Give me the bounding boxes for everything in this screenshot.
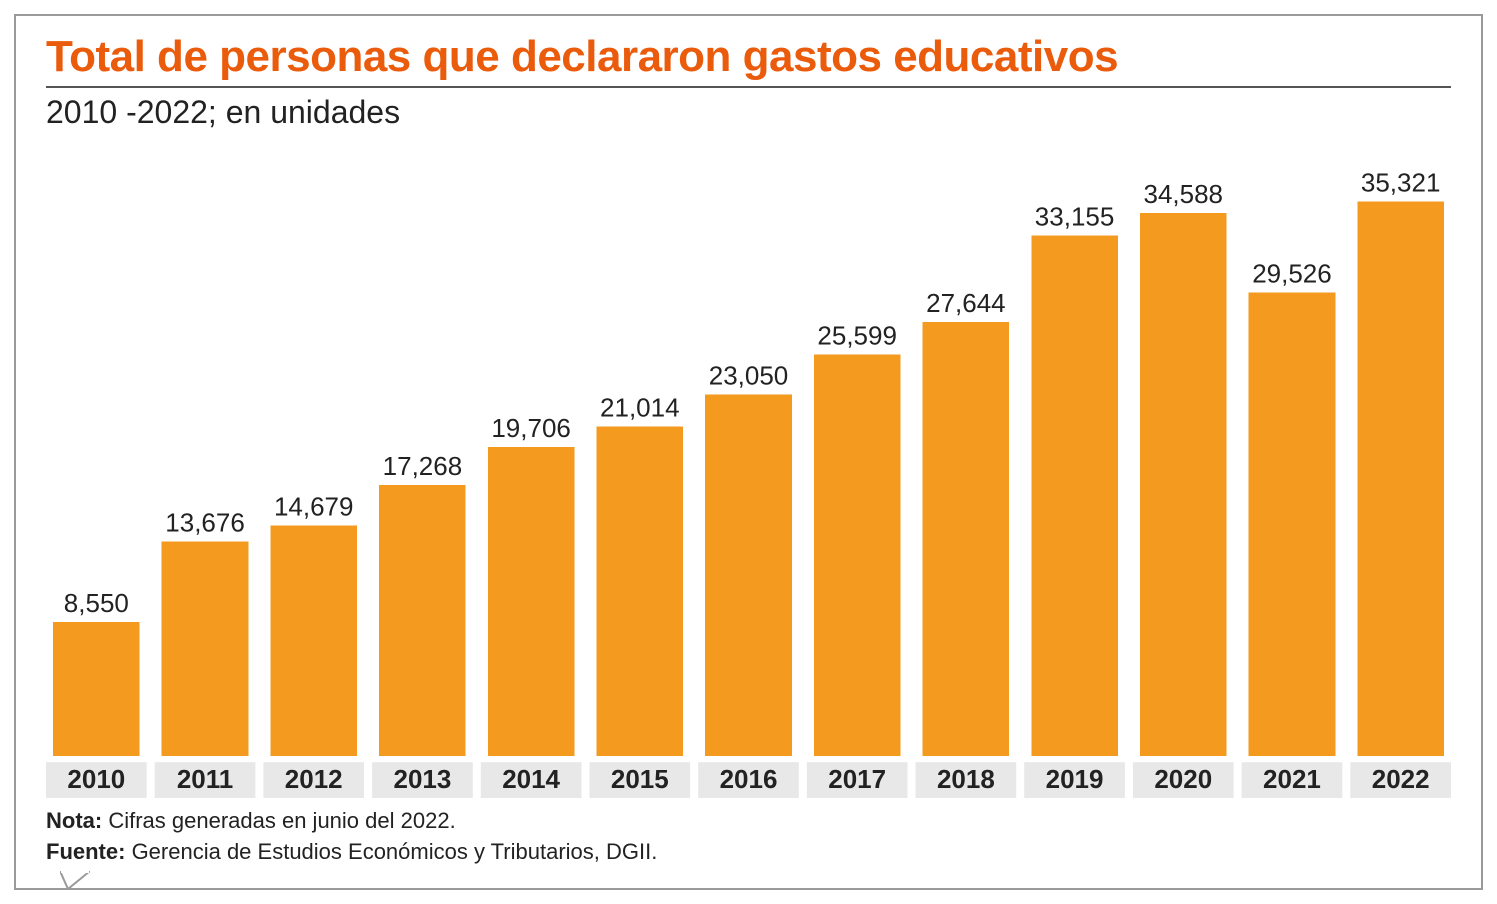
bar-value-label: 23,050	[709, 361, 789, 391]
speech-notch	[60, 871, 90, 889]
bar-value-label: 14,679	[274, 492, 354, 522]
bar	[1140, 213, 1227, 756]
bar-value-label: 29,526	[1252, 259, 1332, 289]
category-label: 2015	[611, 764, 669, 794]
bar-value-label: 27,644	[926, 288, 1006, 318]
chart-frame: Total de personas que declararon gastos …	[14, 14, 1483, 890]
source-label: Fuente:	[46, 839, 125, 864]
category-label: 2017	[828, 764, 886, 794]
bar	[814, 354, 901, 756]
note-line: Nota: Cifras generadas en junio del 2022…	[46, 806, 1451, 837]
source-line: Fuente: Gerencia de Estudios Económicos …	[46, 837, 1451, 868]
category-label: 2012	[285, 764, 343, 794]
bar	[1031, 236, 1118, 757]
bar-value-label: 33,155	[1035, 202, 1115, 232]
category-label: 2022	[1372, 764, 1430, 794]
chart-card: Total de personas que declararon gastos …	[0, 0, 1497, 904]
chart-subtitle: 2010 -2022; en unidades	[46, 94, 1451, 131]
chart-footer: Nota: Cifras generadas en junio del 2022…	[46, 806, 1451, 868]
bar-value-label: 21,014	[600, 392, 680, 422]
bar-value-label: 35,321	[1361, 168, 1441, 198]
bar-value-label: 25,599	[817, 320, 897, 350]
category-label: 2019	[1046, 764, 1104, 794]
bar	[53, 622, 140, 756]
title-rule	[46, 86, 1451, 88]
category-label: 2010	[67, 764, 125, 794]
bar	[488, 447, 575, 756]
bar	[162, 542, 249, 757]
bar	[923, 322, 1010, 756]
bar-value-label: 13,676	[165, 508, 245, 538]
bar-chart: 8,550 2010 13,676 2011 14,679 2012 17,268 2013 1…	[46, 141, 1451, 798]
category-label: 2021	[1263, 764, 1321, 794]
bar	[597, 426, 684, 756]
chart-title: Total de personas que declararon gastos …	[46, 34, 1451, 80]
bar	[1357, 202, 1444, 757]
bar	[1249, 293, 1336, 757]
category-label: 2020	[1154, 764, 1212, 794]
category-label: 2013	[394, 764, 452, 794]
bar-value-label: 17,268	[383, 451, 463, 481]
bar	[705, 395, 792, 757]
note-label: Nota:	[46, 808, 102, 833]
bar-value-label: 8,550	[64, 588, 129, 618]
category-label: 2011	[177, 764, 233, 794]
category-label: 2016	[720, 764, 778, 794]
bar	[379, 485, 466, 756]
bar-value-label: 19,706	[491, 413, 571, 443]
note-text: Cifras generadas en junio del 2022.	[102, 808, 455, 833]
category-label: 2014	[502, 764, 560, 794]
bar	[270, 526, 357, 756]
category-label: 2018	[937, 764, 995, 794]
source-text: Gerencia de Estudios Económicos y Tribut…	[125, 839, 657, 864]
bar-value-label: 34,588	[1144, 179, 1224, 209]
